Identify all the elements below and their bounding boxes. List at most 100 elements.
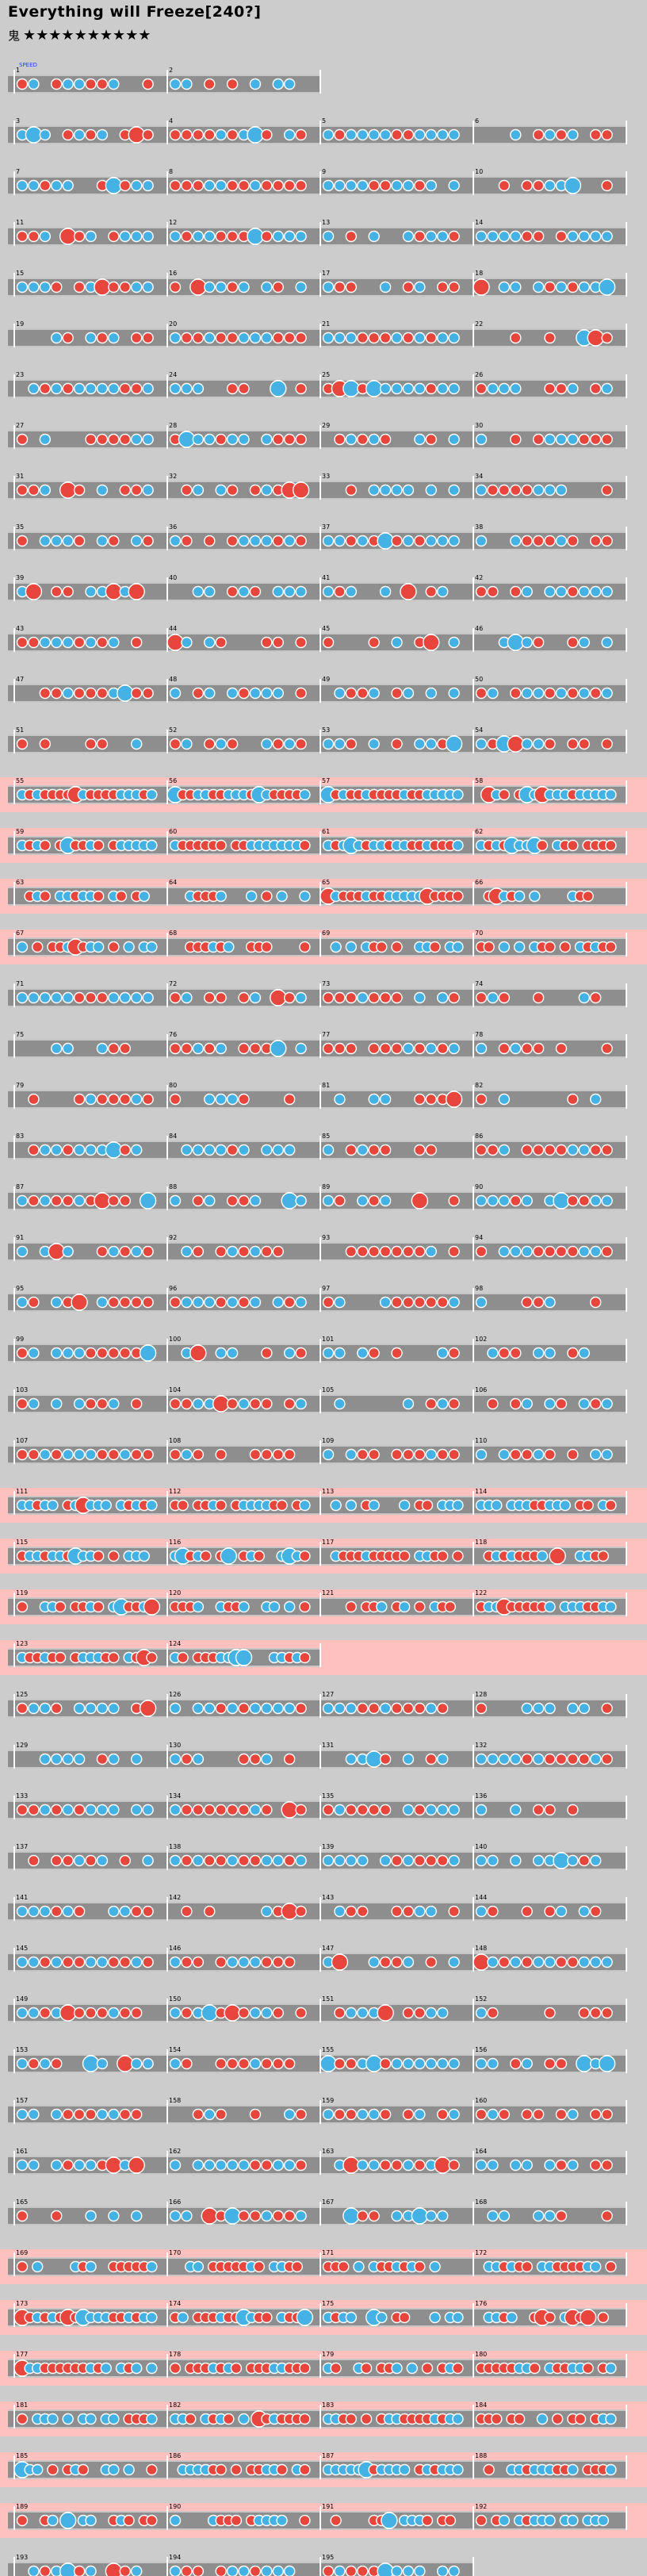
ka-note (39, 1702, 52, 1715)
ka-note (322, 281, 335, 293)
ka-note (51, 1347, 63, 1359)
ka-note (402, 179, 415, 192)
ka-note (448, 433, 460, 446)
ka-note (283, 585, 296, 598)
don-note (391, 1854, 403, 1867)
measure-number: 178 (169, 2351, 181, 2358)
don-note (295, 2108, 307, 2121)
don-note (567, 636, 579, 649)
don-note (73, 281, 86, 293)
don-note (379, 1245, 392, 1258)
don-note (544, 382, 556, 395)
don-note (379, 1753, 392, 1765)
ka-note (295, 1042, 307, 1055)
don-note (322, 1296, 335, 1309)
ka-note (272, 1296, 284, 1309)
don-note (345, 484, 358, 496)
big-don-note (105, 2563, 123, 2576)
don-note (181, 179, 193, 192)
measure-number: 77 (322, 1031, 330, 1038)
ka-note (498, 281, 511, 293)
don-note (605, 941, 617, 953)
don-note (391, 1245, 403, 1258)
don-note (51, 585, 63, 598)
don-note (357, 1905, 369, 1918)
don-note (28, 1144, 40, 1156)
ka-note (28, 1956, 40, 1968)
don-note (96, 433, 109, 446)
ka-note (334, 2565, 346, 2576)
don-note (379, 1956, 392, 1968)
measure-number: 72 (169, 980, 177, 987)
ka-note (142, 484, 154, 496)
don-note (295, 636, 307, 649)
don-note (85, 1397, 97, 1410)
ka-note (555, 433, 568, 446)
don-note (226, 1804, 239, 1816)
big-ka-note (365, 1750, 383, 1768)
ka-note (204, 1093, 216, 1106)
ka-note (249, 1245, 262, 1258)
don-note (601, 128, 613, 141)
measure-number: 181 (16, 2402, 28, 2409)
don-note (142, 687, 154, 700)
ka-note (487, 2210, 499, 2222)
ka-note (16, 1296, 29, 1309)
ka-note (96, 1296, 109, 1309)
ka-note (521, 1194, 533, 1207)
measure-number: 38 (475, 523, 483, 531)
don-note (238, 1702, 250, 1715)
don-note (536, 839, 549, 852)
don-note (589, 991, 602, 1004)
ka-note (85, 2565, 97, 2576)
ka-note (368, 1956, 380, 1968)
ka-note (123, 941, 135, 953)
don-note (249, 1448, 262, 1461)
big-ka-note (381, 2512, 398, 2529)
don-note (272, 1448, 284, 1461)
ka-note (368, 230, 380, 243)
don-note (368, 1347, 380, 1359)
ka-note (334, 1397, 346, 1410)
ka-note (345, 332, 358, 344)
don-note (521, 1753, 533, 1765)
don-note (96, 1397, 109, 1410)
ka-note (391, 2362, 403, 2375)
measure-number: 23 (16, 371, 24, 378)
don-note (436, 1702, 449, 1715)
ka-note (555, 281, 568, 293)
don-note (272, 738, 284, 750)
don-note (334, 128, 346, 141)
don-note (475, 382, 488, 395)
ka-note (215, 738, 227, 750)
ka-note (169, 1194, 182, 1207)
measure-number: 101 (322, 1336, 334, 1343)
don-note (62, 382, 74, 395)
ka-note (96, 382, 109, 395)
measure-number: 173 (16, 2300, 28, 2307)
ka-note (322, 1854, 335, 1867)
ka-note (108, 636, 120, 649)
ka-note (544, 2514, 556, 2527)
don-note (299, 2514, 311, 2527)
ka-note (96, 1854, 109, 1867)
don-note (272, 332, 284, 344)
ka-note (425, 1702, 437, 1715)
don-note (567, 1753, 579, 1765)
ka-note (130, 2565, 143, 2576)
don-note (215, 1296, 227, 1309)
don-note (601, 2007, 613, 2019)
ka-note (130, 1093, 143, 1106)
big-ka-note (320, 2055, 337, 2072)
ka-note (85, 332, 97, 344)
don-note (578, 433, 590, 446)
ka-note (368, 484, 380, 496)
don-note (204, 1042, 216, 1055)
ka-note (376, 1600, 388, 1613)
big-ka-note (553, 1192, 570, 1209)
measure-number: 133 (16, 1792, 28, 1800)
ka-note (322, 230, 335, 243)
don-note (261, 179, 273, 192)
ka-note (249, 2057, 262, 2070)
ka-note (204, 1296, 216, 1309)
